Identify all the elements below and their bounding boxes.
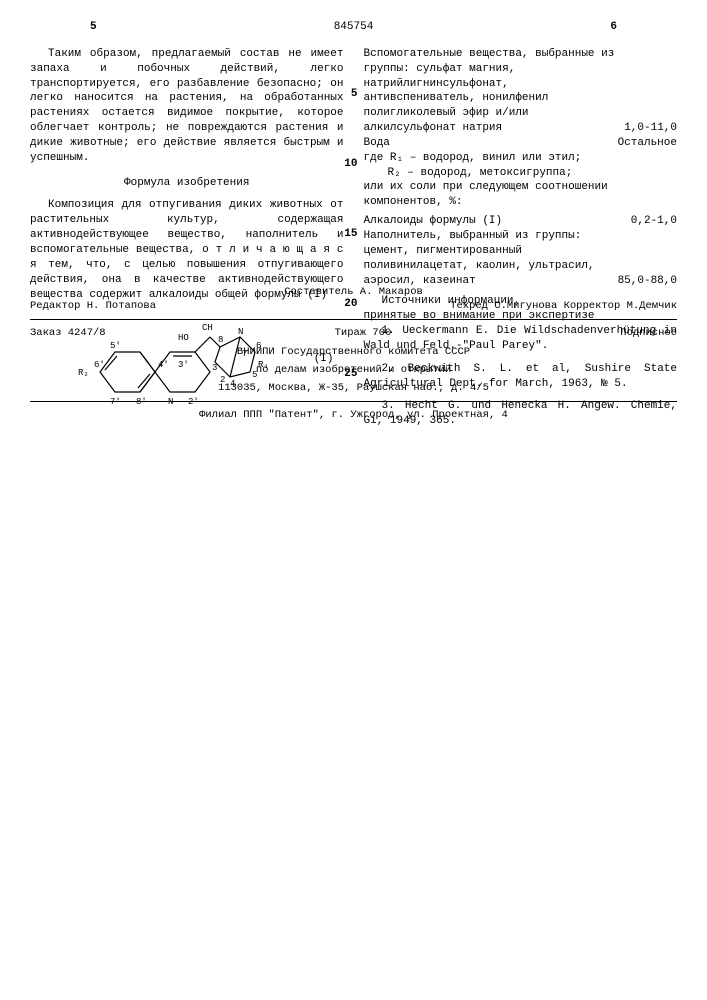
address: 113035, Москва, Ж-35, Раушская наб., д. … bbox=[30, 381, 677, 395]
podpisnoe: Подписное bbox=[620, 326, 677, 340]
tirazh: Тираж 700 bbox=[335, 326, 392, 340]
page: 5 6 845754 5 10 15 20 25 Таким образом, … bbox=[0, 0, 707, 462]
salts-text: или их соли при следующем соотношении ко… bbox=[364, 180, 678, 210]
footer: Составитель А. Макаров Редактор Н. Потап… bbox=[30, 281, 677, 422]
org-line1: ВНИИПИ Государственного комитета СССР bbox=[30, 345, 677, 359]
line-num: 5 bbox=[351, 87, 358, 102]
divider bbox=[30, 319, 677, 320]
claims-title: Формула изобретения bbox=[30, 176, 344, 191]
line-num: 15 bbox=[344, 227, 357, 242]
alkaloids-row: Алкалоиды формулы (I) 0,2-1,0 bbox=[364, 214, 678, 229]
water-row: Вода Остальное bbox=[364, 136, 678, 151]
excipients-value: 1,0-11,0 bbox=[616, 121, 677, 136]
compiler: Составитель А. Макаров bbox=[30, 285, 677, 299]
patent-number: 845754 bbox=[334, 20, 374, 35]
col-num-right: 6 bbox=[610, 20, 617, 35]
col-num-left: 5 bbox=[90, 20, 97, 35]
where-r1: где R₁ – водород, винил или этил; bbox=[364, 151, 678, 166]
editor: Редактор Н. Потапова bbox=[30, 299, 156, 313]
filler-label: Наполнитель, выбранный из группы: цемент… bbox=[364, 229, 610, 288]
filler-row: Наполнитель, выбранный из группы: цемент… bbox=[364, 229, 678, 288]
where-r2: R₂ – водород, метоксигруппа; bbox=[364, 166, 678, 181]
filial: Филиал ППП "Патент", г. Ужгород, ул. Про… bbox=[30, 408, 677, 422]
order-num: Заказ 4247/8 bbox=[30, 326, 106, 340]
paragraph: Таким образом, предлагаемый состав не им… bbox=[30, 47, 344, 166]
org-line2: по делам изобретений и открытий bbox=[30, 363, 677, 377]
tech-corrector: Техред С.Мигунова Корректор М.Демчик bbox=[450, 299, 677, 313]
excipients-label: Вспомогательные вещества, выбранные из г… bbox=[364, 47, 617, 136]
water-value: Остальное bbox=[610, 136, 677, 151]
divider bbox=[30, 401, 677, 402]
alkaloids-label: Алкалоиды формулы (I) bbox=[364, 214, 623, 229]
water-label: Вода bbox=[364, 136, 610, 151]
excipients-row: Вспомогательные вещества, выбранные из г… bbox=[364, 47, 678, 136]
line-num: 10 bbox=[344, 157, 357, 172]
alkaloids-value: 0,2-1,0 bbox=[623, 214, 677, 229]
